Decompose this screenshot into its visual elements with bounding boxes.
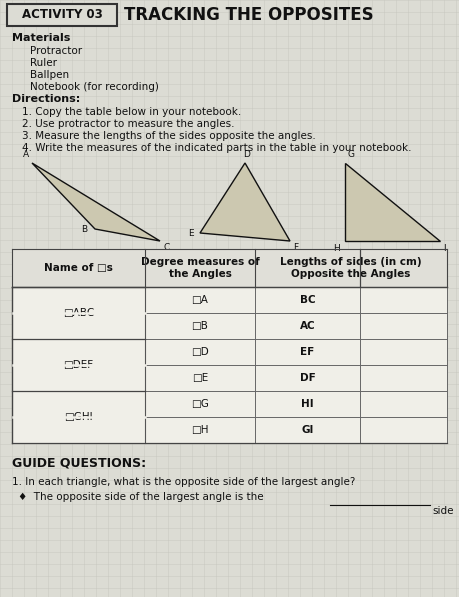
Text: I: I — [443, 244, 446, 253]
Text: □ABC: □ABC — [63, 308, 94, 318]
Text: 2. Use protractor to measure the angles.: 2. Use protractor to measure the angles. — [22, 119, 235, 129]
Text: Ruler: Ruler — [30, 58, 57, 68]
Text: F: F — [293, 243, 298, 252]
Text: BC: BC — [300, 295, 315, 305]
Text: H: H — [333, 244, 340, 253]
Text: □E: □E — [192, 373, 208, 383]
Text: GI: GI — [301, 425, 313, 435]
Text: HI: HI — [301, 399, 314, 409]
Text: ACTIVITY 03: ACTIVITY 03 — [22, 8, 102, 21]
Text: □H: □H — [191, 425, 209, 435]
Text: Protractor: Protractor — [30, 46, 82, 56]
FancyBboxPatch shape — [12, 249, 447, 287]
Text: □GHI: □GHI — [64, 412, 93, 422]
Text: AC: AC — [300, 321, 315, 331]
Text: C: C — [163, 243, 169, 252]
Text: Ballpen: Ballpen — [30, 70, 69, 80]
Text: Notebook (for recording): Notebook (for recording) — [30, 82, 159, 92]
Text: Lengths of sides (in cm)
Opposite the Angles: Lengths of sides (in cm) Opposite the An… — [280, 257, 422, 279]
Text: TRACKING THE OPPOSITES: TRACKING THE OPPOSITES — [124, 6, 374, 24]
Polygon shape — [200, 163, 290, 241]
Text: 1. Copy the table below in your notebook.: 1. Copy the table below in your notebook… — [22, 107, 241, 117]
Text: EF: EF — [300, 347, 314, 357]
Text: GUIDE QUESTIONS:: GUIDE QUESTIONS: — [12, 457, 146, 470]
FancyBboxPatch shape — [7, 4, 117, 26]
Text: A: A — [23, 150, 29, 159]
Text: □D: □D — [191, 347, 209, 357]
Text: 3. Measure the lengths of the sides opposite the angles.: 3. Measure the lengths of the sides oppo… — [22, 131, 316, 141]
Text: Materials: Materials — [12, 33, 70, 43]
Text: Degree measures of
the Angles: Degree measures of the Angles — [140, 257, 259, 279]
Text: D: D — [244, 150, 251, 159]
Text: □DEF: □DEF — [63, 360, 94, 370]
Text: 4. Write the measures of the indicated parts in the table in your notebook.: 4. Write the measures of the indicated p… — [22, 143, 412, 153]
Text: □A: □A — [191, 295, 208, 305]
Text: Name of □s: Name of □s — [44, 263, 113, 273]
Polygon shape — [345, 163, 440, 241]
Text: B: B — [81, 224, 87, 233]
Text: ♦  The opposite side of the largest angle is the: ♦ The opposite side of the largest angle… — [18, 492, 263, 502]
Polygon shape — [32, 163, 160, 241]
Text: 1. In each triangle, what is the opposite side of the largest angle?: 1. In each triangle, what is the opposit… — [12, 477, 355, 487]
Text: □B: □B — [191, 321, 208, 331]
FancyBboxPatch shape — [12, 287, 447, 443]
Text: G: G — [348, 150, 355, 159]
Text: Directions:: Directions: — [12, 94, 80, 104]
Text: DF: DF — [300, 373, 315, 383]
Text: E: E — [188, 229, 194, 238]
Text: □G: □G — [191, 399, 209, 409]
Text: side: side — [432, 506, 453, 516]
